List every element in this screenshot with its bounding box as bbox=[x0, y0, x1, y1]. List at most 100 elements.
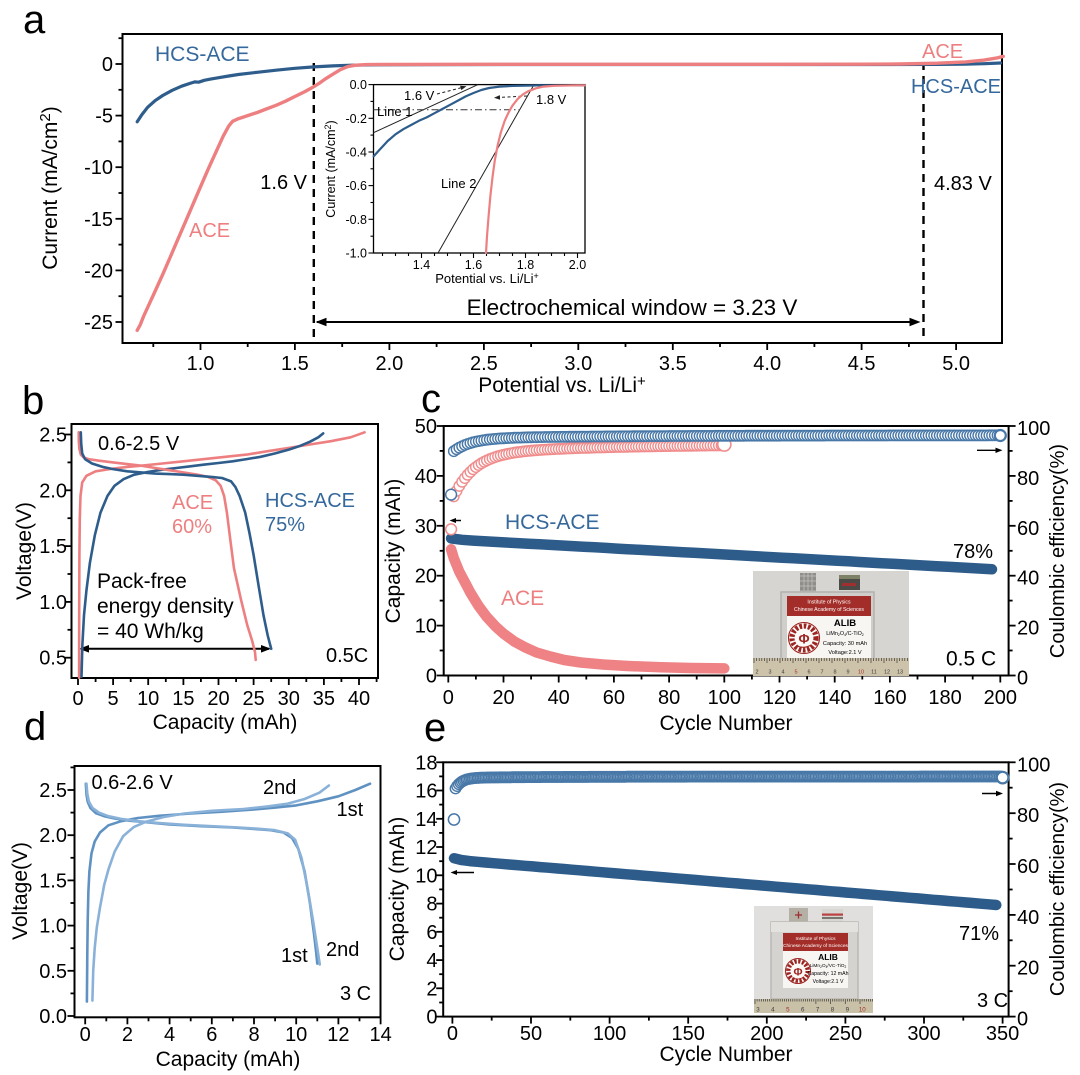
svg-text:4: 4 bbox=[164, 1024, 175, 1046]
svg-text:Current (mA/cm2): Current (mA/cm2) bbox=[37, 106, 62, 270]
svg-text:20: 20 bbox=[492, 687, 514, 709]
svg-text:= 40 Wh/kg: = 40 Wh/kg bbox=[97, 620, 204, 643]
svg-text:40: 40 bbox=[548, 687, 570, 709]
svg-text:60: 60 bbox=[1017, 856, 1039, 878]
svg-text:Capacity (mAh): Capacity (mAh) bbox=[382, 479, 405, 624]
svg-text:-20: -20 bbox=[84, 260, 113, 282]
svg-text:200: 200 bbox=[984, 687, 1017, 709]
svg-text:0: 0 bbox=[72, 688, 83, 710]
svg-text:20: 20 bbox=[1017, 958, 1039, 980]
svg-text:60: 60 bbox=[1017, 518, 1039, 540]
svg-text:4: 4 bbox=[426, 950, 437, 972]
svg-text:16: 16 bbox=[415, 781, 437, 803]
svg-text:10: 10 bbox=[137, 688, 159, 710]
svg-text:0: 0 bbox=[447, 1023, 458, 1045]
svg-text:Voltage:2.1 V: Voltage:2.1 V bbox=[828, 650, 862, 656]
svg-text:Chinese Academy of Sciences: Chinese Academy of Sciences bbox=[794, 607, 864, 613]
svg-text:100: 100 bbox=[708, 687, 741, 709]
svg-text:1.5: 1.5 bbox=[39, 536, 67, 558]
svg-text:4.83 V: 4.83 V bbox=[934, 173, 992, 195]
svg-text:80: 80 bbox=[1017, 805, 1039, 827]
svg-text:6: 6 bbox=[801, 1007, 805, 1014]
svg-text:-10: -10 bbox=[84, 157, 113, 179]
svg-text:100: 100 bbox=[1017, 418, 1050, 440]
svg-text:Electrochemical window = 3.23: Electrochemical window = 3.23 V bbox=[467, 295, 798, 320]
svg-text:Potential vs. Li/Li+: Potential vs. Li/Li+ bbox=[478, 373, 646, 397]
svg-text:Current (mA/cm2): Current (mA/cm2) bbox=[323, 120, 338, 217]
svg-text:Coulombic efficiency(%): Coulombic efficiency(%) bbox=[1047, 444, 1069, 658]
svg-text:1.5: 1.5 bbox=[39, 870, 67, 892]
svg-text:0: 0 bbox=[426, 1007, 437, 1029]
svg-text:Cycle Number: Cycle Number bbox=[659, 1043, 792, 1066]
svg-text:Capacity (mAh): Capacity (mAh) bbox=[386, 817, 409, 962]
svg-text:2.0: 2.0 bbox=[375, 353, 403, 375]
svg-text:energy density: energy density bbox=[97, 595, 234, 618]
svg-text:50: 50 bbox=[415, 416, 437, 438]
svg-text:Pack-free: Pack-free bbox=[97, 570, 187, 593]
svg-text:4.0: 4.0 bbox=[753, 353, 781, 375]
svg-text:100: 100 bbox=[593, 1023, 626, 1045]
svg-text:50: 50 bbox=[520, 1023, 542, 1045]
svg-text:5: 5 bbox=[108, 688, 119, 710]
svg-text:-5: -5 bbox=[95, 106, 113, 128]
svg-text:1.6: 1.6 bbox=[465, 258, 482, 272]
svg-text:Capacity: 12 mAh: Capacity: 12 mAh bbox=[808, 971, 849, 977]
svg-text:HCS-ACE: HCS-ACE bbox=[505, 511, 600, 534]
svg-text:2.0: 2.0 bbox=[39, 480, 67, 502]
svg-text:3: 3 bbox=[768, 670, 771, 676]
svg-text:2.5: 2.5 bbox=[470, 353, 498, 375]
svg-text:8: 8 bbox=[833, 670, 836, 676]
svg-text:-15: -15 bbox=[84, 209, 113, 231]
svg-text:1st: 1st bbox=[281, 945, 308, 967]
svg-text:2: 2 bbox=[122, 1024, 133, 1046]
svg-text:150: 150 bbox=[672, 1023, 705, 1045]
svg-text:8: 8 bbox=[831, 1007, 835, 1014]
svg-text:12: 12 bbox=[415, 837, 437, 859]
svg-text:14: 14 bbox=[369, 1024, 391, 1046]
svg-text:Φ: Φ bbox=[793, 967, 802, 979]
svg-text:9: 9 bbox=[846, 1007, 850, 1014]
svg-text:Voltage:2.1 V: Voltage:2.1 V bbox=[813, 979, 844, 985]
svg-text:4: 4 bbox=[781, 670, 784, 676]
svg-text:0.0: 0.0 bbox=[350, 78, 367, 92]
svg-text:-0.4: -0.4 bbox=[345, 146, 367, 160]
svg-text:0: 0 bbox=[80, 1024, 91, 1046]
svg-text:20: 20 bbox=[415, 566, 437, 588]
svg-text:3.0: 3.0 bbox=[564, 353, 592, 375]
svg-text:200: 200 bbox=[750, 1023, 783, 1045]
svg-text:18: 18 bbox=[415, 752, 437, 774]
svg-text:20: 20 bbox=[207, 688, 229, 710]
svg-text:10: 10 bbox=[285, 1024, 307, 1046]
svg-text:4.5: 4.5 bbox=[848, 353, 876, 375]
svg-text:ACE: ACE bbox=[501, 587, 544, 610]
svg-text:HCS-ACE: HCS-ACE bbox=[911, 76, 1001, 98]
svg-text:c: c bbox=[421, 377, 441, 421]
svg-text:30: 30 bbox=[415, 516, 437, 538]
svg-text:2.5: 2.5 bbox=[39, 425, 67, 447]
svg-text:1.8: 1.8 bbox=[517, 258, 534, 272]
svg-text:80: 80 bbox=[1017, 468, 1039, 490]
svg-text:1.0: 1.0 bbox=[187, 353, 215, 375]
svg-text:ALIB: ALIB bbox=[834, 618, 856, 629]
svg-text:40: 40 bbox=[348, 688, 370, 710]
svg-text:1.0: 1.0 bbox=[39, 916, 67, 938]
svg-text:Voltage(V): Voltage(V) bbox=[13, 502, 36, 600]
svg-text:Coulombic efficiency(%): Coulombic efficiency(%) bbox=[1047, 782, 1069, 996]
svg-text:a: a bbox=[23, 0, 46, 42]
svg-text:Capacity (mAh): Capacity (mAh) bbox=[156, 1048, 301, 1071]
svg-text:2.0: 2.0 bbox=[39, 825, 67, 847]
svg-text:180: 180 bbox=[928, 687, 961, 709]
svg-text:Φ: Φ bbox=[798, 632, 809, 647]
svg-text:2nd: 2nd bbox=[326, 939, 359, 961]
svg-text:1.6 V: 1.6 V bbox=[260, 172, 307, 194]
svg-text:5.0: 5.0 bbox=[942, 353, 970, 375]
svg-text:100: 100 bbox=[1017, 754, 1050, 776]
svg-text:300: 300 bbox=[907, 1023, 940, 1045]
svg-text:15: 15 bbox=[172, 688, 194, 710]
svg-text:Institute of Physics: Institute of Physics bbox=[796, 936, 837, 942]
svg-text:1.4: 1.4 bbox=[413, 258, 430, 272]
svg-text:40: 40 bbox=[1017, 568, 1039, 590]
svg-text:-1.0: -1.0 bbox=[345, 247, 367, 261]
svg-text:20: 20 bbox=[1017, 618, 1039, 640]
svg-text:5: 5 bbox=[794, 670, 797, 676]
